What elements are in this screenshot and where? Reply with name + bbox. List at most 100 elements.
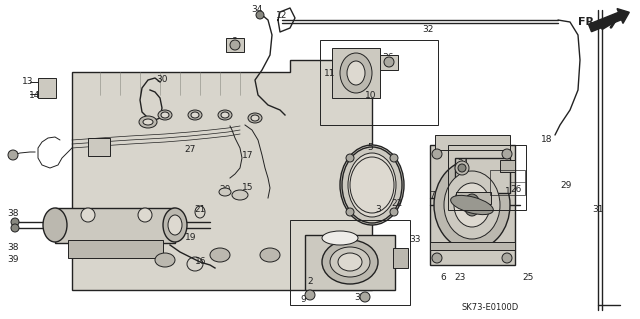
Bar (380, 55, 398, 70)
Text: 36: 36 (382, 54, 394, 63)
Ellipse shape (43, 208, 67, 242)
Bar (68, 240, 163, 258)
Text: 28: 28 (94, 140, 106, 150)
Text: 31: 31 (592, 205, 604, 214)
Ellipse shape (161, 112, 169, 118)
Circle shape (11, 224, 19, 232)
Ellipse shape (358, 165, 386, 205)
Ellipse shape (158, 110, 172, 120)
Text: 14: 14 (29, 92, 41, 100)
Circle shape (8, 150, 18, 160)
Ellipse shape (322, 240, 378, 284)
Ellipse shape (168, 215, 182, 235)
Text: 37: 37 (355, 293, 365, 302)
Ellipse shape (454, 183, 490, 227)
Ellipse shape (248, 113, 262, 123)
Ellipse shape (348, 153, 396, 217)
Text: 19: 19 (185, 233, 196, 241)
Ellipse shape (143, 119, 153, 125)
Text: 9: 9 (300, 295, 306, 305)
Circle shape (230, 40, 240, 50)
Text: 22: 22 (392, 198, 403, 207)
Circle shape (458, 164, 466, 172)
Ellipse shape (221, 112, 229, 118)
Text: 13: 13 (22, 78, 34, 86)
Text: 38: 38 (7, 243, 19, 253)
Text: 11: 11 (324, 69, 336, 78)
Bar (88, 138, 110, 156)
Ellipse shape (163, 208, 187, 242)
Text: 25: 25 (522, 273, 534, 283)
Text: 32: 32 (422, 26, 434, 34)
Circle shape (432, 149, 442, 159)
Text: 7: 7 (429, 190, 435, 199)
Ellipse shape (342, 147, 402, 223)
Text: 26: 26 (510, 186, 522, 195)
Text: 18: 18 (541, 135, 553, 144)
Text: 10: 10 (365, 91, 377, 100)
Circle shape (384, 57, 394, 67)
Text: 1: 1 (505, 188, 511, 197)
Ellipse shape (218, 110, 232, 120)
Circle shape (346, 154, 354, 162)
Text: 39: 39 (7, 256, 19, 264)
Ellipse shape (251, 115, 259, 121)
Ellipse shape (340, 145, 404, 225)
Text: 8: 8 (231, 38, 237, 47)
Bar (430, 145, 515, 265)
Bar (290, 220, 410, 305)
Bar (320, 40, 438, 125)
Text: 35: 35 (7, 151, 19, 160)
Text: 33: 33 (409, 235, 420, 244)
Ellipse shape (188, 110, 202, 120)
Bar (448, 145, 526, 210)
Text: 17: 17 (243, 151, 253, 160)
Text: 30: 30 (156, 76, 168, 85)
Ellipse shape (210, 248, 230, 262)
Text: 20: 20 (220, 186, 230, 195)
Ellipse shape (434, 160, 510, 250)
Ellipse shape (191, 112, 199, 118)
Polygon shape (72, 60, 372, 290)
Text: 4: 4 (452, 211, 458, 220)
Ellipse shape (139, 116, 157, 128)
Ellipse shape (219, 188, 231, 196)
Circle shape (138, 208, 152, 222)
Ellipse shape (350, 157, 394, 213)
Text: 15: 15 (243, 183, 253, 192)
Text: 2: 2 (307, 278, 313, 286)
Text: 38: 38 (7, 209, 19, 218)
Text: 29: 29 (560, 181, 572, 189)
Text: 24: 24 (458, 159, 468, 167)
Text: 12: 12 (276, 11, 288, 19)
Bar (435, 135, 510, 150)
Circle shape (81, 208, 95, 222)
Ellipse shape (444, 171, 500, 239)
Bar (55, 208, 175, 243)
Text: 27: 27 (184, 145, 196, 154)
Ellipse shape (330, 247, 370, 277)
Bar (305, 235, 395, 290)
Circle shape (360, 292, 370, 302)
Text: SK73-E0100D: SK73-E0100D (461, 302, 518, 311)
Bar (38, 78, 56, 98)
Ellipse shape (451, 196, 493, 215)
Ellipse shape (322, 231, 358, 245)
Text: 5: 5 (367, 144, 373, 152)
Circle shape (502, 149, 512, 159)
Bar (226, 38, 244, 52)
Bar (393, 248, 408, 268)
Text: 21: 21 (195, 205, 205, 214)
Circle shape (305, 290, 315, 300)
Text: 23: 23 (454, 273, 466, 283)
Ellipse shape (232, 190, 248, 200)
Ellipse shape (340, 53, 372, 93)
Bar (490, 170, 525, 195)
Circle shape (346, 208, 354, 216)
Text: 6: 6 (440, 273, 446, 283)
Circle shape (390, 208, 398, 216)
Text: 34: 34 (252, 5, 262, 14)
Bar (430, 242, 515, 250)
Circle shape (11, 218, 19, 226)
Bar (332, 48, 380, 98)
